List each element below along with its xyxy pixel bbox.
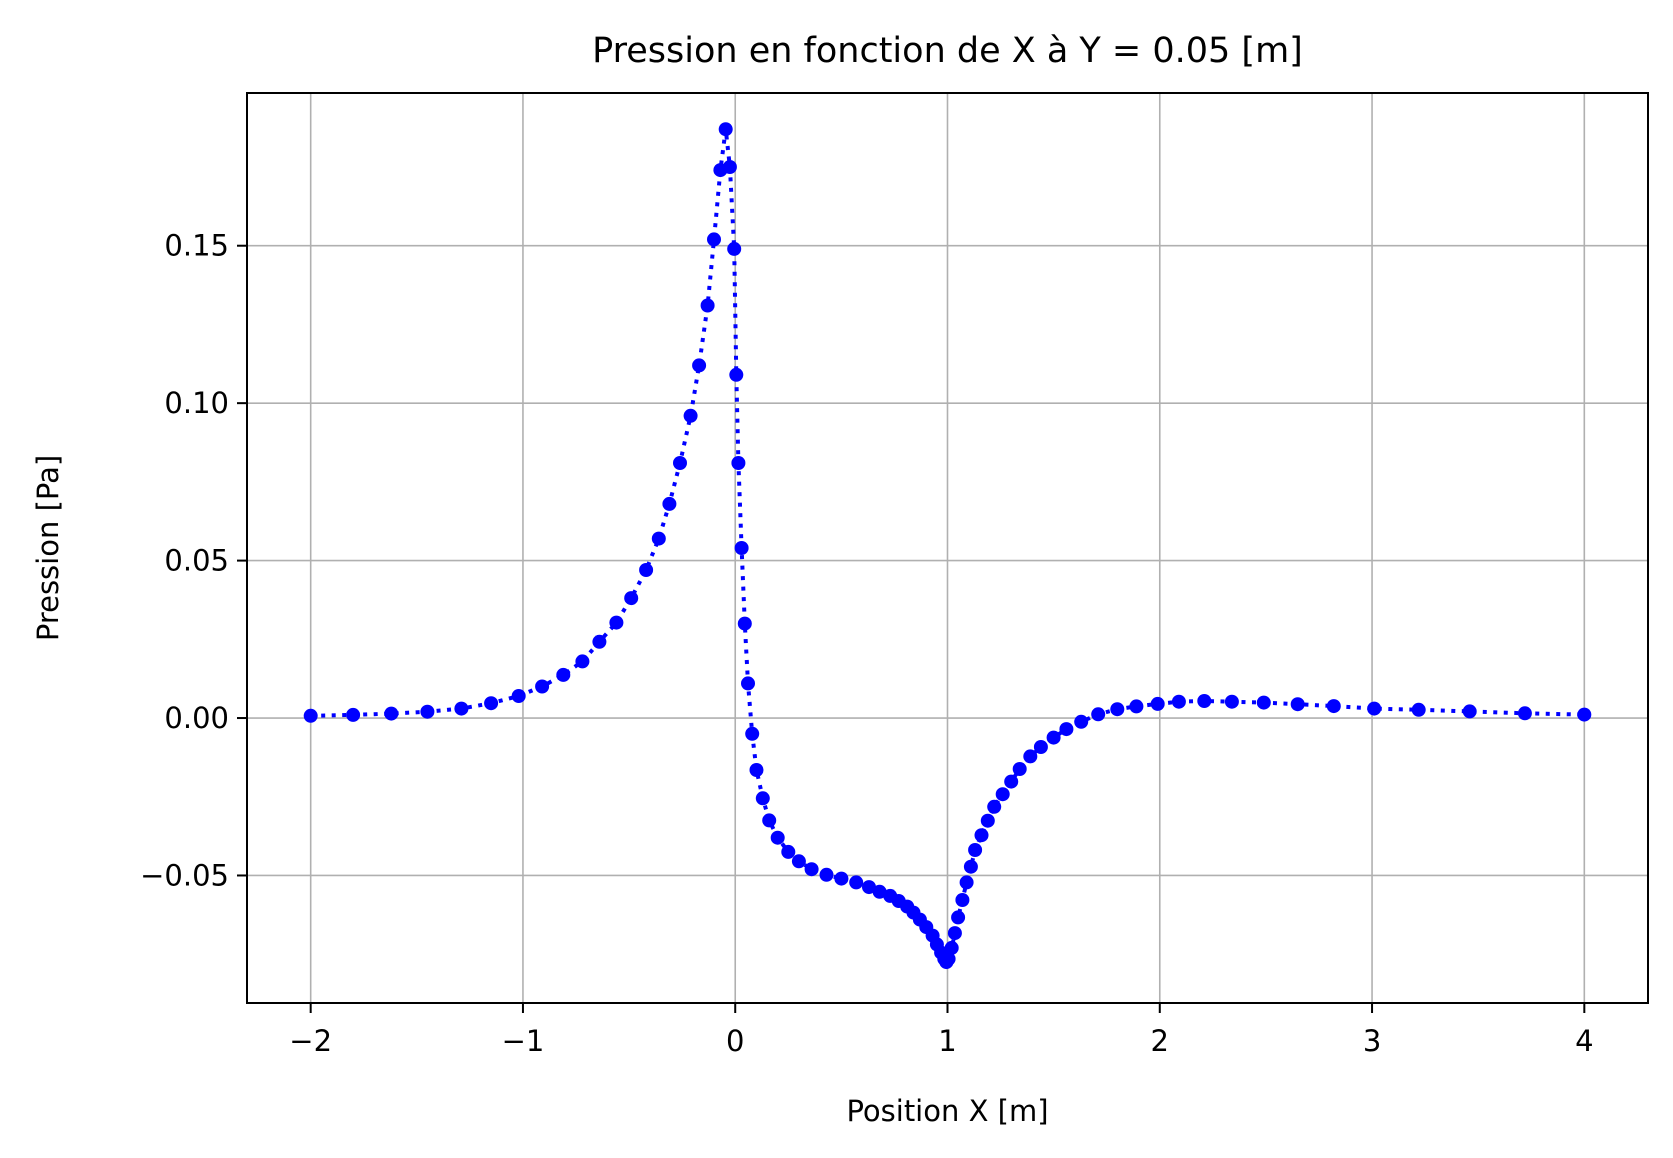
data-point <box>737 616 752 631</box>
data-point <box>1256 695 1271 710</box>
x-tick-label: −1 <box>502 1024 545 1058</box>
data-point <box>707 232 721 247</box>
y-axis-title: Pression [Pa] <box>31 455 65 641</box>
data-point <box>959 875 974 890</box>
data-point <box>718 122 733 137</box>
chart-title: Pression en fonction de X à Y = 0.05 [m] <box>592 31 1303 71</box>
axis-ticks: −2 −1 0 1 2 3 4 −0.05 0.00 0.05 0.10 0.15 <box>140 229 1593 1058</box>
data-point <box>963 859 978 874</box>
data-point <box>683 408 698 423</box>
data-point <box>980 813 995 828</box>
data-point <box>420 704 435 719</box>
data-point <box>1197 694 1212 708</box>
x-tick-label: 4 <box>1575 1024 1593 1058</box>
data-point <box>662 496 677 511</box>
y-tick-label: −0.05 <box>140 858 229 892</box>
data-point <box>770 830 785 845</box>
data-point <box>974 828 989 843</box>
data-point <box>511 689 526 703</box>
x-axis-title: Position X [m] <box>846 1094 1048 1128</box>
data-point <box>727 241 742 256</box>
y-tick-label: 0.10 <box>164 386 229 420</box>
data-point <box>1074 714 1089 729</box>
data-point <box>592 634 607 649</box>
data-point <box>1033 740 1048 754</box>
x-tick-label: −2 <box>289 1024 332 1058</box>
data-point <box>1326 699 1341 714</box>
data-point <box>1004 774 1019 789</box>
data-point <box>741 676 755 691</box>
data-point <box>1012 762 1027 776</box>
data-point <box>941 951 956 966</box>
data-point <box>651 531 666 546</box>
data-point <box>722 160 737 174</box>
data-point <box>849 875 864 890</box>
data-point <box>556 667 571 682</box>
data-point <box>731 456 746 470</box>
data-point <box>1046 730 1061 745</box>
data-point <box>1150 696 1165 711</box>
data-point <box>639 563 654 577</box>
data-point <box>968 843 983 857</box>
data-point <box>1171 694 1186 709</box>
data-point <box>1367 701 1382 716</box>
data-point <box>955 893 970 907</box>
x-tick-label: 0 <box>726 1024 744 1058</box>
data-point <box>384 706 399 721</box>
data-point <box>951 910 966 925</box>
y-tick-label: 0.00 <box>164 701 229 735</box>
data-point <box>1517 706 1532 721</box>
data-point <box>745 726 760 741</box>
data-point <box>987 799 1002 814</box>
data-point <box>1290 697 1305 712</box>
data-point <box>762 813 777 828</box>
data-point <box>1462 704 1477 719</box>
data-point <box>872 884 887 899</box>
data-point <box>700 298 715 313</box>
y-tick-label: 0.15 <box>164 229 229 263</box>
data-point <box>995 787 1010 802</box>
data-point <box>947 926 962 941</box>
data-point <box>1059 722 1074 737</box>
data-point <box>484 696 499 711</box>
data-point <box>834 871 849 886</box>
data-point <box>673 456 687 470</box>
x-tick-label: 1 <box>938 1024 956 1058</box>
data-point <box>1110 702 1125 717</box>
data-point <box>1411 702 1426 717</box>
series-layer <box>303 122 1592 970</box>
y-tick-label: 0.05 <box>164 544 229 578</box>
data-point <box>454 701 469 716</box>
data-point <box>1091 707 1106 722</box>
data-point <box>346 707 361 722</box>
data-point <box>624 591 639 606</box>
data-point <box>944 940 959 955</box>
data-point <box>734 541 749 555</box>
x-tick-label: 2 <box>1151 1024 1169 1058</box>
data-point <box>729 367 744 382</box>
data-point <box>791 854 806 869</box>
data-point <box>804 862 819 877</box>
data-point <box>1129 699 1144 714</box>
data-point <box>692 358 707 373</box>
data-point <box>535 679 550 694</box>
data-point <box>303 708 318 723</box>
data-point <box>749 763 764 777</box>
data-point <box>862 880 876 895</box>
data-point <box>755 791 770 806</box>
x-tick-label: 3 <box>1363 1024 1381 1058</box>
data-point <box>1224 694 1239 709</box>
data-point <box>575 654 590 669</box>
data-point <box>819 867 834 882</box>
data-point <box>781 844 796 859</box>
data-point <box>1023 749 1038 764</box>
data-point <box>1577 707 1592 722</box>
data-point <box>609 615 624 630</box>
